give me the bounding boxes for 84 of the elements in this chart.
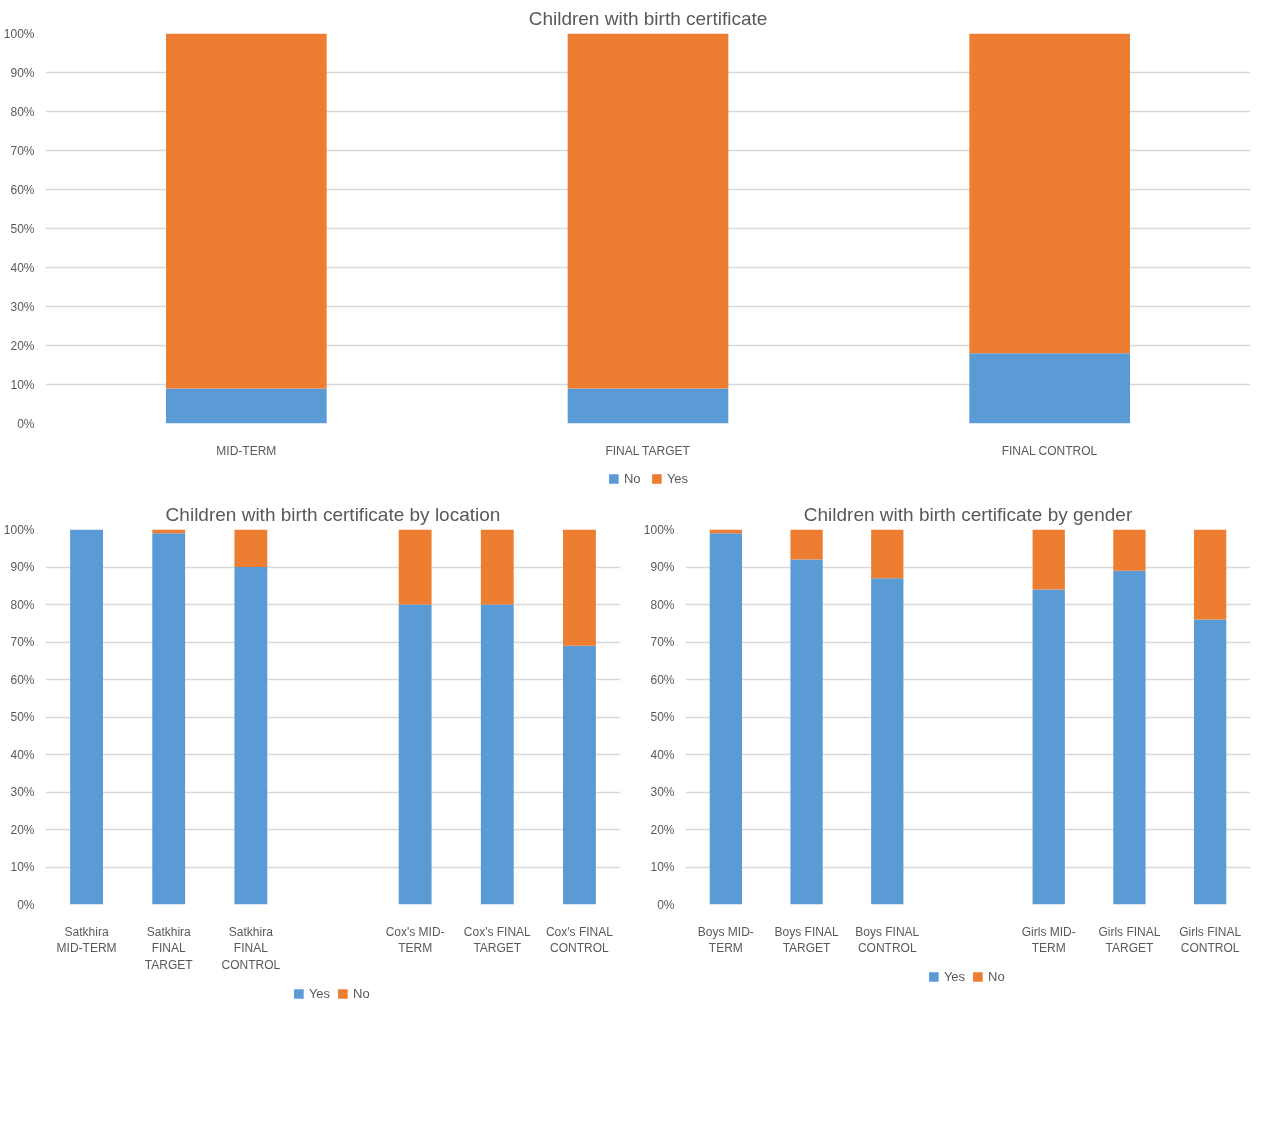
chart-title: Children with birth certificate by location — [165, 503, 501, 525]
bar — [871, 578, 904, 905]
chart-title: Children with birth certificate — [528, 7, 768, 29]
bar — [969, 353, 1130, 424]
y-tick-label: 80% — [10, 104, 35, 119]
y-tick-label: 90% — [10, 560, 35, 574]
y-tick-label: 70% — [10, 143, 35, 158]
x-tick-label: Satkhira MID-TERM — [56, 924, 117, 956]
y-tick-label: 80% — [650, 597, 675, 612]
x-tick-label: FINAL TARGET — [605, 443, 691, 458]
bar — [1113, 529, 1146, 571]
bar — [166, 388, 327, 424]
y-tick-label: 20% — [10, 338, 35, 353]
y-tick-label: 10% — [10, 860, 35, 874]
bar — [1032, 529, 1065, 590]
y-tick-label: 0% — [17, 416, 35, 431]
bar — [567, 388, 729, 424]
bar — [1113, 570, 1146, 905]
bar — [709, 533, 742, 905]
y-tick-label: 50% — [10, 710, 35, 724]
y-tick-label: 10% — [650, 860, 675, 874]
y-tick-label: 100% — [643, 522, 675, 537]
bar — [567, 33, 729, 389]
y-tick-label: 100% — [3, 522, 35, 537]
y-tick-label: 50% — [650, 710, 675, 724]
legend-label: Yes — [666, 470, 689, 486]
bar — [871, 529, 904, 579]
bar — [563, 529, 596, 646]
y-tick-label: 90% — [650, 560, 675, 574]
y-tick-label: 90% — [10, 65, 35, 80]
x-tick-label: Boys FINAL CONTROL — [855, 924, 920, 956]
x-tick-label: Cox's MID-TERM — [385, 924, 445, 956]
bar — [70, 529, 103, 905]
y-tick-label: 20% — [10, 822, 35, 837]
x-tick-label: Boys MID-TERM — [697, 924, 754, 956]
y-tick-label: 100% — [3, 26, 35, 41]
y-tick-label: 10% — [10, 377, 35, 392]
bar — [480, 529, 514, 605]
x-tick-label: Cox's FINAL TARGET — [463, 924, 532, 956]
legend-label: No — [623, 470, 642, 486]
bar — [563, 645, 596, 905]
y-tick-label: 50% — [10, 221, 35, 236]
y-tick-label: 30% — [650, 785, 675, 799]
legend-label: No — [988, 968, 1006, 984]
bar — [790, 559, 823, 905]
x-tick-label: FINAL CONTROL — [1001, 443, 1098, 458]
y-tick-label: 60% — [650, 672, 675, 687]
x-tick-label: Girls MID-TERM — [1021, 924, 1076, 956]
x-tick-label: Cox's FINAL CONTROL — [545, 924, 614, 956]
y-tick-label: 60% — [10, 672, 35, 687]
y-tick-label: 70% — [650, 635, 675, 649]
y-tick-label: 40% — [10, 747, 35, 762]
x-tick-label: Boys FINAL TARGET — [774, 924, 839, 956]
bar — [1032, 589, 1065, 905]
legend-label: No — [353, 985, 371, 1001]
y-tick-label: 40% — [650, 747, 675, 762]
x-tick-label: Satkhira FINAL TARGET — [144, 924, 194, 973]
y-tick-label: 30% — [10, 785, 35, 799]
legend-label: Yes — [308, 985, 331, 1001]
y-tick-label: 80% — [10, 597, 35, 612]
x-tick-label: Girls FINAL CONTROL — [1179, 924, 1242, 956]
y-tick-label: 0% — [657, 897, 675, 912]
bar — [234, 529, 268, 567]
y-tick-label: 60% — [10, 182, 35, 197]
bar — [166, 33, 327, 389]
y-tick-label: 30% — [10, 299, 35, 314]
y-tick-label: 40% — [10, 260, 35, 275]
bar — [790, 529, 823, 560]
x-tick-label: Satkhira FINAL CONTROL — [221, 924, 281, 973]
bar — [152, 533, 186, 905]
y-tick-label: 0% — [17, 897, 35, 912]
bar — [234, 567, 268, 905]
chart-title: Children with birth certificate by gender — [803, 503, 1133, 525]
bar — [1194, 619, 1227, 905]
y-tick-label: 70% — [10, 635, 35, 649]
legend-label: Yes — [943, 968, 966, 984]
bar — [1194, 529, 1227, 620]
bar — [398, 529, 432, 605]
x-tick-label: MID-TERM — [216, 443, 277, 458]
x-tick-label: Girls FINAL TARGET — [1098, 924, 1161, 956]
y-tick-label: 20% — [650, 822, 675, 837]
bar — [969, 33, 1130, 354]
bar — [480, 604, 514, 905]
bar — [398, 604, 432, 905]
